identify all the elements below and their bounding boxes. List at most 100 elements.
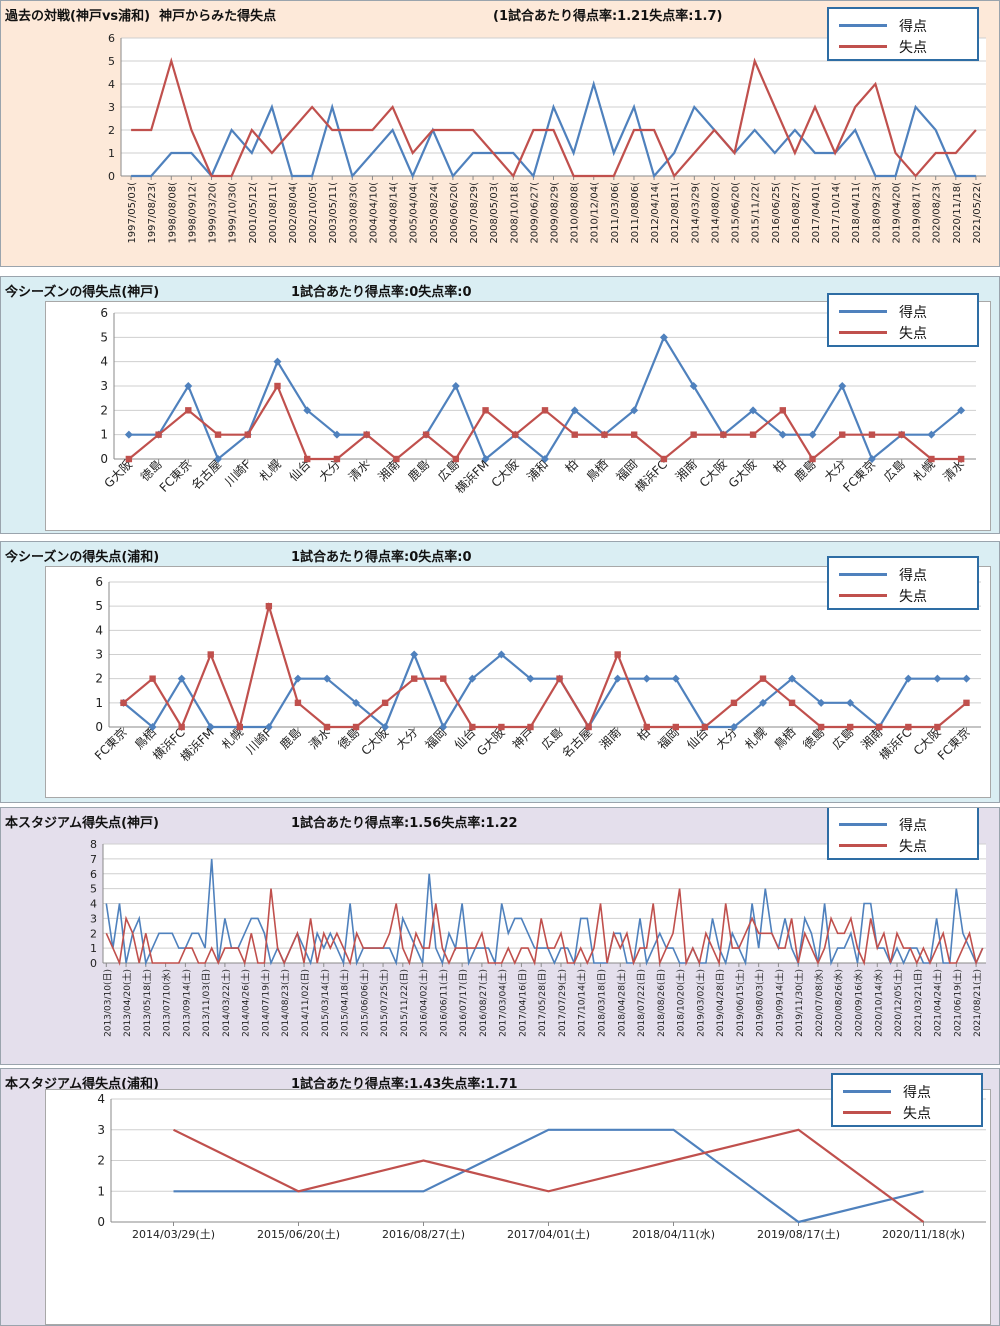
conceded-point — [541, 407, 549, 414]
x-tick-label: 2016/08/27( — [791, 182, 802, 244]
x-tick-label: 2018/04/11(水) — [632, 1228, 715, 1241]
goals-point — [933, 674, 942, 683]
conceded-point — [363, 431, 370, 438]
chart-subtitle: 1試合あたり得点率:0失点率:0 — [291, 285, 472, 300]
conceded-point — [672, 723, 679, 731]
legend-conceded-line — [839, 844, 887, 847]
y-tick-label: 0 — [97, 1215, 105, 1229]
x-tick-label: 2007/08/29( — [469, 182, 480, 244]
conceded-point — [690, 431, 697, 438]
x-tick-label: 2014/03/22(土) — [220, 969, 232, 1037]
conceded-series-line — [122, 601, 968, 731]
goals-point — [177, 674, 186, 683]
goals-point — [729, 723, 738, 731]
legend: 得点 失点 — [827, 808, 979, 860]
conceded-point — [720, 431, 727, 438]
conceded-point — [244, 431, 251, 438]
chart-subtitle: 1試合あたり得点率:1.43失点率:1.71 — [291, 1077, 518, 1092]
y-tick-label: 4 — [108, 78, 115, 91]
y-tick-label: 0 — [90, 957, 97, 970]
conceded-point — [265, 602, 273, 610]
legend-goals-label: 得点 — [899, 568, 927, 584]
y-tick-label: 3 — [95, 648, 103, 662]
goals-point — [817, 698, 826, 707]
goals-point — [957, 406, 966, 415]
x-tick-label: 2013/03/10(日) — [102, 969, 113, 1037]
x-tick-label: 2021/05/22( — [972, 182, 983, 244]
goals-point — [439, 723, 448, 731]
legend: 得点 失点 — [831, 1073, 983, 1127]
legend-goals-label: 得点 — [899, 19, 927, 35]
conceded-point — [779, 407, 786, 414]
x-tick-label: 2013/05/18(土) — [141, 969, 153, 1037]
x-tick-label: 湘南 — [596, 725, 624, 753]
conceded-point — [876, 723, 883, 731]
x-tick-label: 2019/08/17(土) — [757, 1228, 840, 1241]
conceded-point — [928, 455, 935, 463]
chart-subtitle: 1試合あたり得点率:0失点率:0 — [291, 550, 472, 565]
conceded-point — [839, 431, 846, 438]
x-tick-label: 2017/10/14(土) — [576, 969, 588, 1037]
y-tick-label: 6 — [95, 575, 103, 589]
x-tick-label: 2019/03/02(土) — [694, 969, 706, 1037]
y-tick-label: 1 — [108, 147, 115, 160]
goals-point — [838, 382, 847, 390]
y-tick-label: 1 — [100, 428, 108, 442]
conceded-point — [963, 699, 970, 707]
y-tick-label: 3 — [97, 1123, 105, 1137]
kobe-stadium-line-chart: 0 1 2 34 5 6 7 8 2013/03/10(日) 2013/04/20(土) 2013/… — [90, 838, 986, 1037]
x-tick-label: 2012/08/11( — [670, 182, 681, 244]
conceded-point — [759, 675, 767, 682]
x-tick-label: 2020/08/26(水) — [833, 969, 845, 1037]
conceded-point — [214, 431, 222, 438]
x-tick-label: C大阪 — [489, 457, 522, 490]
y-tick-label: 0 — [95, 720, 103, 734]
y-tick-label: 4 — [97, 1092, 105, 1106]
conceded-point — [452, 455, 460, 463]
goals-point — [630, 406, 639, 415]
goals-point — [927, 430, 936, 439]
x-tick-label: 2017/05/28(日) — [537, 969, 548, 1037]
x-tick-label: FC東京 — [840, 457, 878, 495]
x-tick-label: 2021/03/21(日) — [913, 969, 924, 1037]
legend-conceded-line — [839, 331, 887, 334]
x-tick-label: G大阪 — [474, 725, 507, 758]
conceded-point — [512, 431, 519, 438]
goals-point — [451, 382, 460, 390]
x-tick-label: 2018/04/11( — [851, 182, 862, 244]
goals-series-line — [122, 651, 967, 730]
conceded-point — [120, 699, 127, 707]
goals-point — [468, 674, 477, 683]
x-tick-label: FC東京 — [935, 725, 973, 763]
x-tick-label: 1999/10/30( — [228, 182, 239, 244]
x-tick-label: 2021/08/21(土) — [971, 969, 983, 1037]
goals-point — [749, 406, 758, 415]
y-tick-label: 0 — [108, 170, 115, 183]
x-tick-label: 2016/07/17(日) — [458, 969, 469, 1037]
x-tick-label: 2018/04/28(土) — [615, 969, 627, 1037]
x-tick-label: 2011/08/06( — [630, 182, 641, 244]
legend-goals-label: 得点 — [899, 305, 927, 321]
x-tick-label: 2016/06/11(土) — [437, 969, 449, 1037]
x-tick-label: 2016/08/27(土) — [382, 1228, 465, 1241]
x-tick-label: 2002/08/04( — [288, 182, 299, 244]
x-tick-label: 2013/11/03(日) — [201, 969, 212, 1037]
chart-title: 過去の対戦(神戸vs浦和) 神戸からみた得失点 — [5, 9, 277, 24]
x-tick-label: 2019/04/20( — [891, 182, 902, 244]
legend-conceded-line — [839, 45, 887, 48]
x-tick-label: 2013/04/20(土) — [121, 969, 133, 1037]
goals-series-line — [105, 858, 984, 967]
panel-urawa-season: 今シーズンの得失点(浦和) 1試合あたり得点率:0失点率:0 0 1 2 3 4 5 6 FC… — [0, 541, 1000, 803]
x-tick-label: 2009/06/27( — [529, 182, 540, 244]
goals-point — [867, 455, 876, 463]
x-tick-label: 2002/10/05( — [308, 182, 319, 244]
legend-goals-line — [839, 573, 887, 576]
y-tick-label: 6 — [100, 306, 108, 320]
conceded-point — [957, 455, 965, 463]
x-tick-label: 2009/08/29( — [550, 182, 561, 244]
x-tick-label: 2014/11/02(日) — [300, 969, 311, 1037]
x-tick-label: 鹿島 — [276, 725, 304, 753]
conceded-point — [149, 675, 156, 682]
y-tick-label: 5 — [95, 599, 103, 613]
